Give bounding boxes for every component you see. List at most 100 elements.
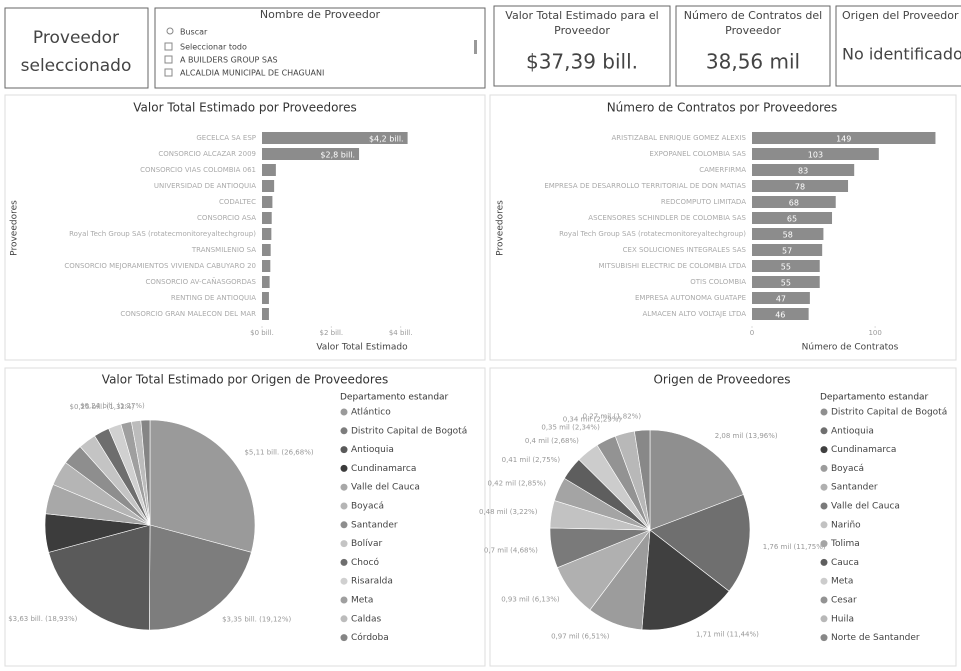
- data-label: 0,42 mil (2,85%): [488, 479, 547, 487]
- selected-card: [4, 7, 149, 89]
- legend-swatch: [340, 408, 348, 416]
- checkbox[interactable]: [164, 68, 173, 77]
- legend-label: Córdoba: [351, 632, 389, 643]
- legend-label: Chocó: [351, 557, 379, 568]
- legend-label: Norte de Santander: [831, 633, 920, 643]
- legend-swatch: [340, 596, 348, 604]
- x-axis-label: Valor Total Estimado: [316, 343, 408, 353]
- chart-title: Valor Total Estimado por Origen de Prove…: [102, 373, 388, 387]
- data-label: 0,34 mil (2,29%): [563, 416, 622, 424]
- pie-slice: [649, 429, 744, 531]
- scrollbar[interactable]: [474, 40, 477, 54]
- slicer-title: Nombre de Proveedor: [260, 8, 381, 21]
- card-value: No identificado: [842, 45, 961, 64]
- legend-label: Cundinamarca: [351, 464, 416, 474]
- category-label: CODALTEC: [219, 198, 256, 206]
- slicer-item[interactable]: ALCALDIA MUNICIPAL DE CHAGUANI: [180, 69, 324, 78]
- bar: [752, 228, 824, 240]
- card: [835, 5, 961, 87]
- x-tick-label: 0: [750, 329, 754, 337]
- bar: [752, 276, 820, 288]
- data-label: 1,76 mil (11,75%): [763, 543, 826, 551]
- card-title: Origen del Proveedor: [842, 9, 959, 22]
- bar: [752, 132, 936, 144]
- data-label: $0,24 bill. (1,27%): [80, 402, 145, 410]
- data-label: $4,2 bill.: [369, 135, 404, 144]
- chart-title: Origen de Proveedores: [653, 373, 790, 387]
- card: [675, 5, 831, 87]
- bar: [262, 260, 271, 272]
- pie-slice: [641, 529, 730, 631]
- checkbox[interactable]: [164, 55, 173, 64]
- bar: [752, 260, 820, 272]
- slicer-item[interactable]: A BUILDERS GROUP SAS: [180, 56, 278, 65]
- legend-swatch: [340, 464, 348, 472]
- bar: [262, 308, 269, 320]
- data-label: 78: [795, 183, 805, 192]
- legend-swatch: [340, 483, 348, 491]
- legend-swatch: [340, 615, 348, 623]
- data-label: 2,08 mil (13,96%): [715, 432, 778, 440]
- bar: [262, 148, 360, 160]
- data-label: 0,35 mil (2,34%): [541, 424, 600, 432]
- category-label: MITSUBISHI ELECTRIC DE COLOMBIA LTDA: [598, 262, 746, 270]
- chart-title: Número de Contratos por Proveedores: [607, 101, 838, 115]
- legend-label: Nariño: [831, 520, 861, 530]
- card-title: Número de Contratos del: [684, 9, 822, 22]
- bar: [752, 212, 833, 224]
- selected-text: seleccionado: [21, 56, 132, 76]
- legend-label: Antioquia: [351, 445, 394, 455]
- card-value: 38,56 mil: [706, 50, 800, 74]
- y-axis-label: Proveedores: [10, 200, 20, 256]
- bar: [752, 292, 810, 304]
- category-label: CEX SOLUCIONES INTEGRALES SAS: [623, 246, 747, 254]
- category-label: EMPRESA DE DESARROLLO TERRITORIAL DE DON…: [544, 182, 746, 190]
- bar: [752, 244, 823, 256]
- category-label: RENTING DE ANTIOQUIA: [171, 294, 256, 302]
- legend-label: Meta: [351, 596, 373, 606]
- card-value: $37,39 bill.: [526, 50, 638, 74]
- bar: [752, 164, 855, 176]
- legend-label: Tolima: [830, 539, 860, 549]
- pie-slice: [48, 524, 151, 631]
- slicer-item[interactable]: Seleccionar todo: [180, 43, 247, 52]
- data-label: $3,63 bill. (18,93%): [8, 615, 77, 623]
- legend-swatch: [340, 634, 348, 642]
- checkbox[interactable]: [164, 42, 173, 51]
- data-label: 83: [798, 167, 808, 176]
- legend-title: Departamento estandar: [340, 393, 449, 403]
- data-label: $0,25 bill. (1,32%): [70, 403, 135, 411]
- legend-label: Cesar: [831, 596, 857, 606]
- category-label: UNIVERSIDAD DE ANTIOQUIA: [154, 182, 256, 190]
- legend-label: Cauca: [831, 558, 859, 568]
- legend-label: Meta: [831, 577, 853, 587]
- bar: [752, 308, 809, 320]
- legend-label: Antioquia: [831, 426, 874, 436]
- x-axis-label: Número de Contratos: [802, 343, 899, 353]
- category-label: ASCENSORES SCHINDLER DE COLOMBIA SAS: [588, 214, 746, 222]
- legend-label: Boyacá: [831, 464, 864, 474]
- legend-swatch: [820, 464, 828, 472]
- card: [493, 5, 671, 87]
- legend-swatch: [340, 540, 348, 548]
- legend-swatch: [340, 427, 348, 435]
- pie-slice: [149, 419, 256, 553]
- legend-swatch: [820, 408, 828, 416]
- legend-swatch: [820, 558, 828, 566]
- legend-swatch: [820, 596, 828, 604]
- category-label: Royal Tech Group SAS (rotatecmonitoreyal…: [559, 230, 746, 238]
- legend-swatch: [820, 446, 828, 454]
- data-label: 0,93 mil (6,13%): [501, 596, 560, 604]
- selected-text: Proveedor: [33, 28, 119, 48]
- search[interactable]: Buscar: [180, 28, 208, 37]
- data-label: 46: [775, 311, 785, 320]
- slicer[interactable]: [154, 7, 486, 89]
- data-label: 47: [776, 295, 786, 304]
- card-title: Proveedor: [725, 24, 781, 37]
- card-title: Valor Total Estimado para el: [505, 9, 658, 22]
- bar: [752, 196, 836, 208]
- bar: [262, 132, 408, 144]
- x-tick-label: $2 bill.: [320, 329, 344, 337]
- legend-swatch: [820, 483, 828, 491]
